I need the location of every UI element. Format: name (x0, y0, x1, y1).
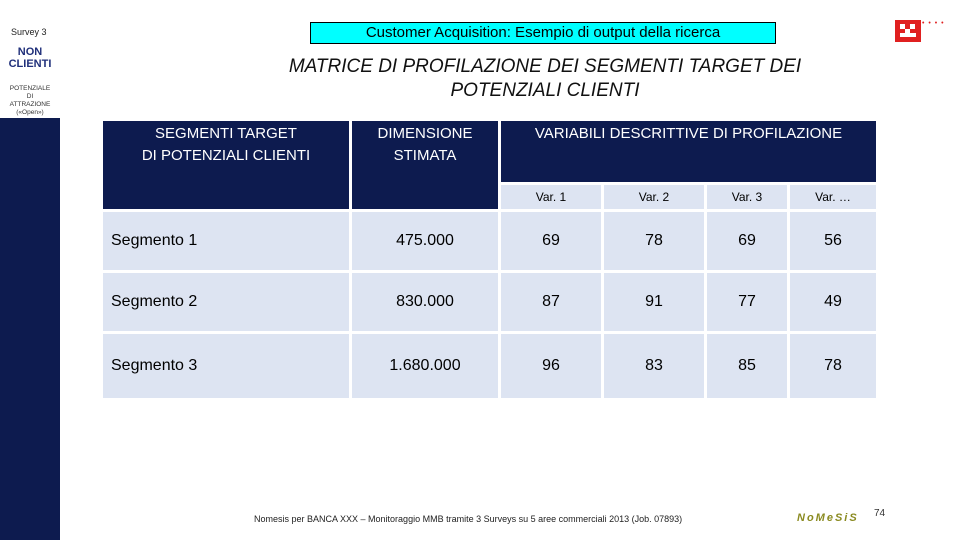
subtitle-line-2: POTENZIALI CLIENTI (450, 80, 640, 101)
var-value: 96 (501, 334, 601, 398)
header-segments-line1: SEGMENTI TARGET (155, 125, 297, 142)
var-value: 91 (604, 273, 704, 331)
table-header-row: SEGMENTI TARGET DI POTENZIALI CLIENTI DI… (103, 121, 876, 209)
subtitle-line-1: MATRICE DI PROFILAZIONE DEI SEGMENTI TAR… (288, 56, 802, 77)
var-value: 83 (604, 334, 704, 398)
sidebar-non-clienti: NON CLIENTI (0, 46, 60, 70)
var-value: 78 (790, 334, 876, 398)
sidebar-non-line2: CLIENTI (8, 58, 52, 70)
page-title: Customer Acquisition: Esempio di output … (310, 22, 776, 44)
profiling-matrix-table: SEGMENTI TARGET DI POTENZIALI CLIENTI DI… (100, 118, 879, 401)
sidebar-survey-label: Survey 3 (11, 27, 47, 37)
segment-name: Segmento 1 (103, 212, 349, 270)
var-value: 49 (790, 273, 876, 331)
var-header: Var. 1 (501, 185, 601, 209)
header-dimensione: DIMENSIONE STIMATA (352, 121, 498, 209)
sidebar-navy-strip (0, 118, 60, 540)
header-segments-line2: DI POTENZIALI CLIENTI (141, 147, 311, 164)
sidebar-small-1: POTENZIALE (9, 85, 51, 92)
segment-name: Segmento 2 (103, 273, 349, 331)
var-header: Var. … (790, 185, 876, 209)
sidebar-small-3: ATTRAZIONE (9, 101, 51, 108)
var-value: 56 (790, 212, 876, 270)
segment-size: 830.000 (352, 273, 498, 331)
segment-size: 1.680.000 (352, 334, 498, 398)
header-variabili: VARIABILI DESCRITTIVE DI PROFILAZIONE (501, 121, 876, 182)
var-value: 69 (501, 212, 601, 270)
segment-size: 475.000 (352, 212, 498, 270)
footer-source: Nomesis per BANCA XXX – Monitoraggio MMB… (254, 514, 683, 524)
sidebar-non-line1: NON (17, 46, 43, 58)
footer-logo: NoMeSiS (797, 512, 859, 524)
table-subheader-row: Var. 1 Var. 2 Var. 3 Var. … (103, 185, 876, 209)
table-row: Segmento 3 1.680.000 96 83 85 78 (103, 334, 876, 398)
var-value: 78 (604, 212, 704, 270)
var-value: 85 (707, 334, 787, 398)
page-number: 74 (874, 508, 886, 519)
page-subtitle: MATRICE DI PROFILAZIONE DEI SEGMENTI TAR… (200, 55, 890, 103)
brand-logo-icon (895, 20, 921, 42)
header-dimensione-line1: DIMENSIONE (377, 125, 473, 142)
var-header: Var. 2 (604, 185, 704, 209)
var-value: 77 (707, 273, 787, 331)
brand-logo-dots: • • • • (922, 20, 945, 27)
sidebar: Survey 3 NON CLIENTI POTENZIALE DI ATTRA… (0, 0, 60, 540)
sidebar-small-2: DI (26, 93, 34, 100)
var-value: 87 (501, 273, 601, 331)
table-row: Segmento 2 830.000 87 91 77 49 (103, 273, 876, 331)
var-value: 69 (707, 212, 787, 270)
header-dimensione-line2: STIMATA (393, 147, 457, 164)
var-header: Var. 3 (707, 185, 787, 209)
header-segments: SEGMENTI TARGET DI POTENZIALI CLIENTI (103, 121, 349, 209)
sidebar-small-4: («Open») (16, 109, 44, 116)
table-row: Segmento 1 475.000 69 78 69 56 (103, 212, 876, 270)
segment-name: Segmento 3 (103, 334, 349, 398)
